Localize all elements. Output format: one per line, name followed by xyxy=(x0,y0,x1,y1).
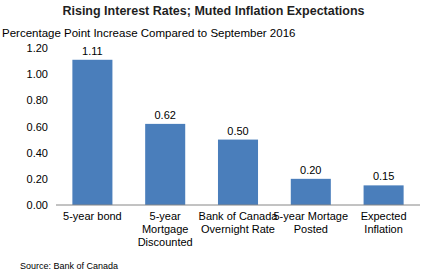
title: Rising Interest Rates; Muted Inflation E… xyxy=(62,4,364,18)
y-tick-label: 0.80 xyxy=(27,94,48,106)
x-axis-line xyxy=(56,205,420,206)
x-tick-label-line: Posted xyxy=(294,223,328,235)
x-tick-label: ExpectedInflation xyxy=(361,210,407,235)
bar xyxy=(145,124,185,205)
bar xyxy=(364,185,404,205)
chart-svg: Rising Interest Rates; Muted Inflation E… xyxy=(0,0,427,276)
source-note: Source: Bank of Canada xyxy=(20,261,118,271)
y-tick-label: 0.00 xyxy=(27,199,48,211)
x-tick-label-line: Discounted xyxy=(138,236,193,248)
data-label: 1.11 xyxy=(82,45,103,57)
bar xyxy=(291,179,331,205)
x-tick-label-line: Mortgage xyxy=(142,223,188,235)
y-tick-label: 1.00 xyxy=(27,68,48,80)
x-tick-label-line: 5-year Mortage xyxy=(274,210,349,222)
x-tick-label: 5-yearMortgageDiscounted xyxy=(138,210,193,248)
x-tick-label: 5-year bond xyxy=(63,210,122,222)
chart-container: Rising Interest Rates; Muted Inflation E… xyxy=(0,0,427,276)
y-tick xyxy=(52,74,56,75)
data-label: 0.15 xyxy=(373,170,394,182)
y-tick xyxy=(52,126,56,127)
y-tick-label: 0.40 xyxy=(27,147,48,159)
subtitle: Percentage Point Increase Compared to Se… xyxy=(2,27,295,39)
y-tick-label: 0.60 xyxy=(27,121,48,133)
x-tick-label: Bank of CanadaOvernight Rate xyxy=(199,210,279,235)
bars xyxy=(72,60,403,205)
x-tick-label-line: Inflation xyxy=(364,223,403,235)
x-tick-label: 5-year MortagePosted xyxy=(274,210,349,235)
y-tick xyxy=(52,178,56,179)
x-tick-label-line: Overnight Rate xyxy=(201,223,275,235)
y-tick xyxy=(52,48,56,49)
bar xyxy=(72,60,112,205)
x-tick-label-line: Expected xyxy=(361,210,407,222)
y-tick xyxy=(52,152,56,153)
x-tick-label-line: Bank of Canada xyxy=(199,210,279,222)
y-tick-label: 1.20 xyxy=(27,42,48,54)
x-tick-label-line: 5-year xyxy=(150,210,182,222)
y-tick xyxy=(52,205,56,206)
data-label: 0.50 xyxy=(227,125,248,137)
bar xyxy=(218,140,258,205)
data-label: 0.62 xyxy=(154,109,175,121)
x-tick-label-line: 5-year bond xyxy=(63,210,122,222)
y-tick xyxy=(52,100,56,101)
data-label: 0.20 xyxy=(300,164,321,176)
y-tick-label: 0.20 xyxy=(27,173,48,185)
